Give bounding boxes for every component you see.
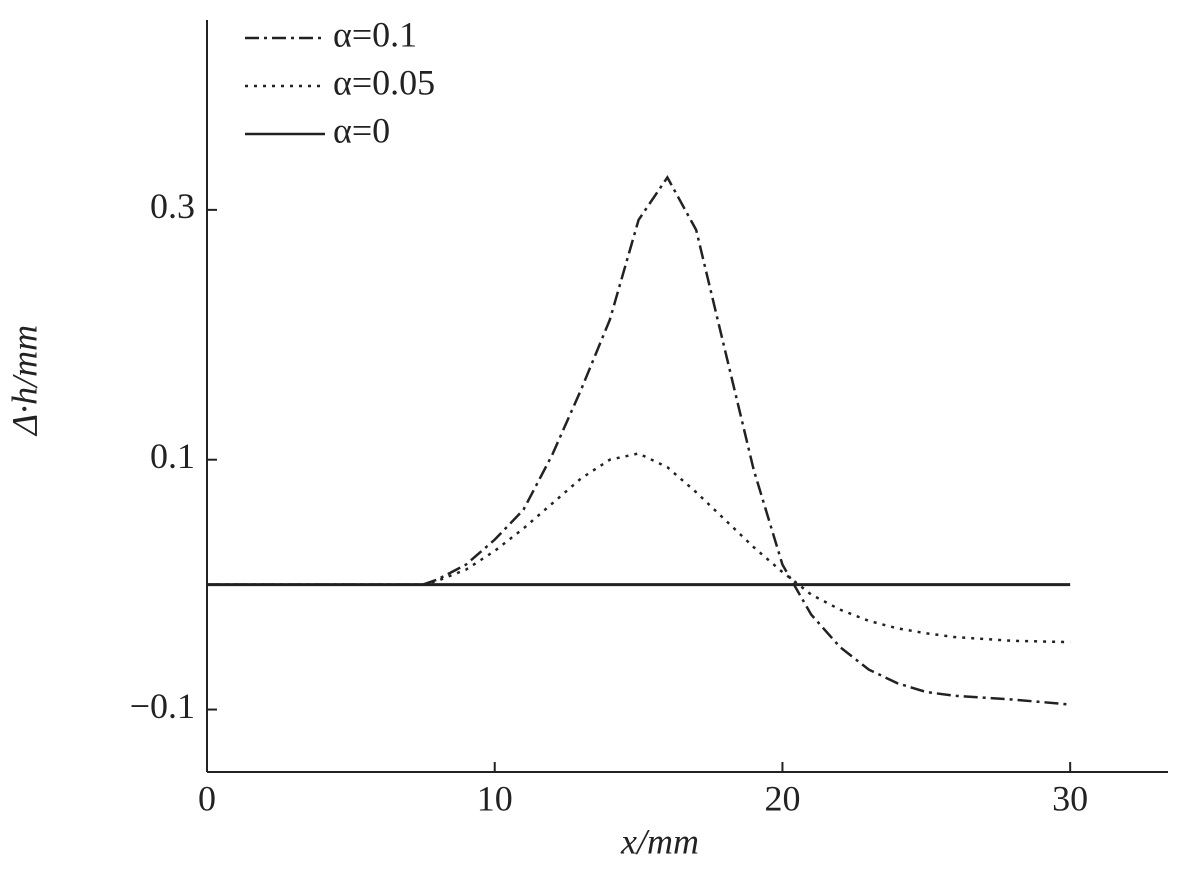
- x-tick-label: 10: [477, 778, 513, 818]
- y-tick-label: 0.3: [150, 186, 195, 226]
- x-axis-label: x/mm: [620, 821, 699, 861]
- legend-label: α=0.1: [333, 14, 417, 54]
- y-axis-label: Δ·h/mm: [4, 325, 44, 437]
- x-tick-label: 0: [198, 778, 216, 818]
- x-tick-label: 30: [1052, 778, 1088, 818]
- legend-label: α=0.05: [333, 62, 435, 102]
- series-line: [207, 175, 1071, 706]
- y-tick-label: −0.1: [130, 686, 195, 726]
- x-tick-label: 20: [764, 778, 800, 818]
- y-tick-label: 0.1: [150, 436, 195, 476]
- series-line: [207, 452, 1071, 644]
- legend-label: α=0: [333, 110, 390, 150]
